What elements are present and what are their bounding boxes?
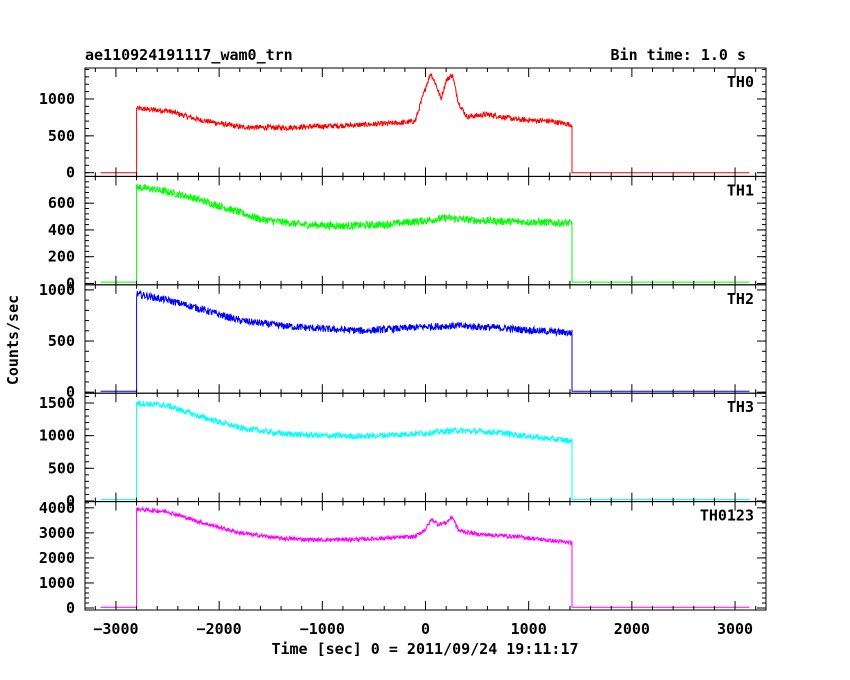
series-line-th2	[100, 289, 750, 392]
y-tick-label: 1000	[39, 574, 75, 592]
y-tick-label: 400	[48, 221, 75, 239]
panel-th0123: 0 1000 2000 3000 4000 TH0123	[39, 499, 767, 617]
y-tick-label: 3000	[39, 524, 75, 542]
y-tick-label: 0	[66, 383, 75, 401]
x-axis: −3000 −2000 −1000 0 1000 2000 3000	[93, 620, 753, 638]
y-tick-label: 500	[48, 127, 75, 145]
y-tick-label: 500	[48, 332, 75, 350]
panel-label: TH0	[727, 73, 754, 91]
panel-th2: 0 500 1000 TH2	[39, 281, 767, 401]
bin-time-label: Bin time: 1.0 s	[611, 46, 746, 64]
y-tick-label: 1500	[39, 394, 75, 412]
x-tick-label: 1000	[511, 620, 547, 638]
panel-label: TH2	[727, 290, 754, 308]
series-line-th0123	[100, 505, 750, 608]
series-line-th1	[100, 183, 750, 283]
y-tick-label: 0	[66, 599, 75, 617]
panel-frame	[84, 284, 767, 394]
panels-group: 0 500 1000 TH0 0 200 400 600 TH1 0 500 1000 TH2 0 500 1…	[39, 67, 767, 617]
x-tick-label: 0	[421, 620, 430, 638]
y-tick-label: 500	[48, 459, 75, 477]
x-tick-label: 2000	[614, 620, 650, 638]
y-tick-label: 2000	[39, 549, 75, 567]
y-tick-label: 0	[66, 164, 75, 182]
y-tick-label: 200	[48, 248, 75, 266]
series-line-th0	[100, 72, 750, 174]
y-axis-label: Counts/sec	[4, 295, 22, 385]
x-tick-label: −2000	[197, 620, 242, 638]
y-tick-label: 4000	[39, 499, 75, 517]
panel-label: TH3	[727, 398, 754, 416]
x-tick-label: −1000	[300, 620, 345, 638]
panel-th0: 0 500 1000 TH0	[39, 67, 767, 182]
panel-label: TH1	[727, 181, 754, 199]
series-line-th3	[100, 400, 750, 501]
x-axis-label: Time [sec] 0 = 2011/09/24 19:11:17	[271, 640, 578, 658]
x-tick-label: 3000	[717, 620, 753, 638]
panel-th1: 0 200 400 600 TH1	[48, 175, 767, 292]
y-tick-label: 0	[66, 492, 75, 510]
y-tick-label: 1000	[39, 427, 75, 445]
panel-frame	[84, 175, 767, 286]
x-tick-label: −3000	[93, 620, 138, 638]
panel-label: TH0123	[700, 507, 754, 525]
y-tick-label: 1000	[39, 281, 75, 299]
y-tick-label: 1000	[39, 90, 75, 108]
y-tick-label: 600	[48, 194, 75, 212]
panel-th3: 0 500 1000 1500 TH3	[39, 392, 767, 510]
y-tick-label: 0	[66, 274, 75, 292]
panel-frame	[84, 67, 767, 177]
chart-title: ae110924191117_wam0_trn	[85, 46, 293, 64]
